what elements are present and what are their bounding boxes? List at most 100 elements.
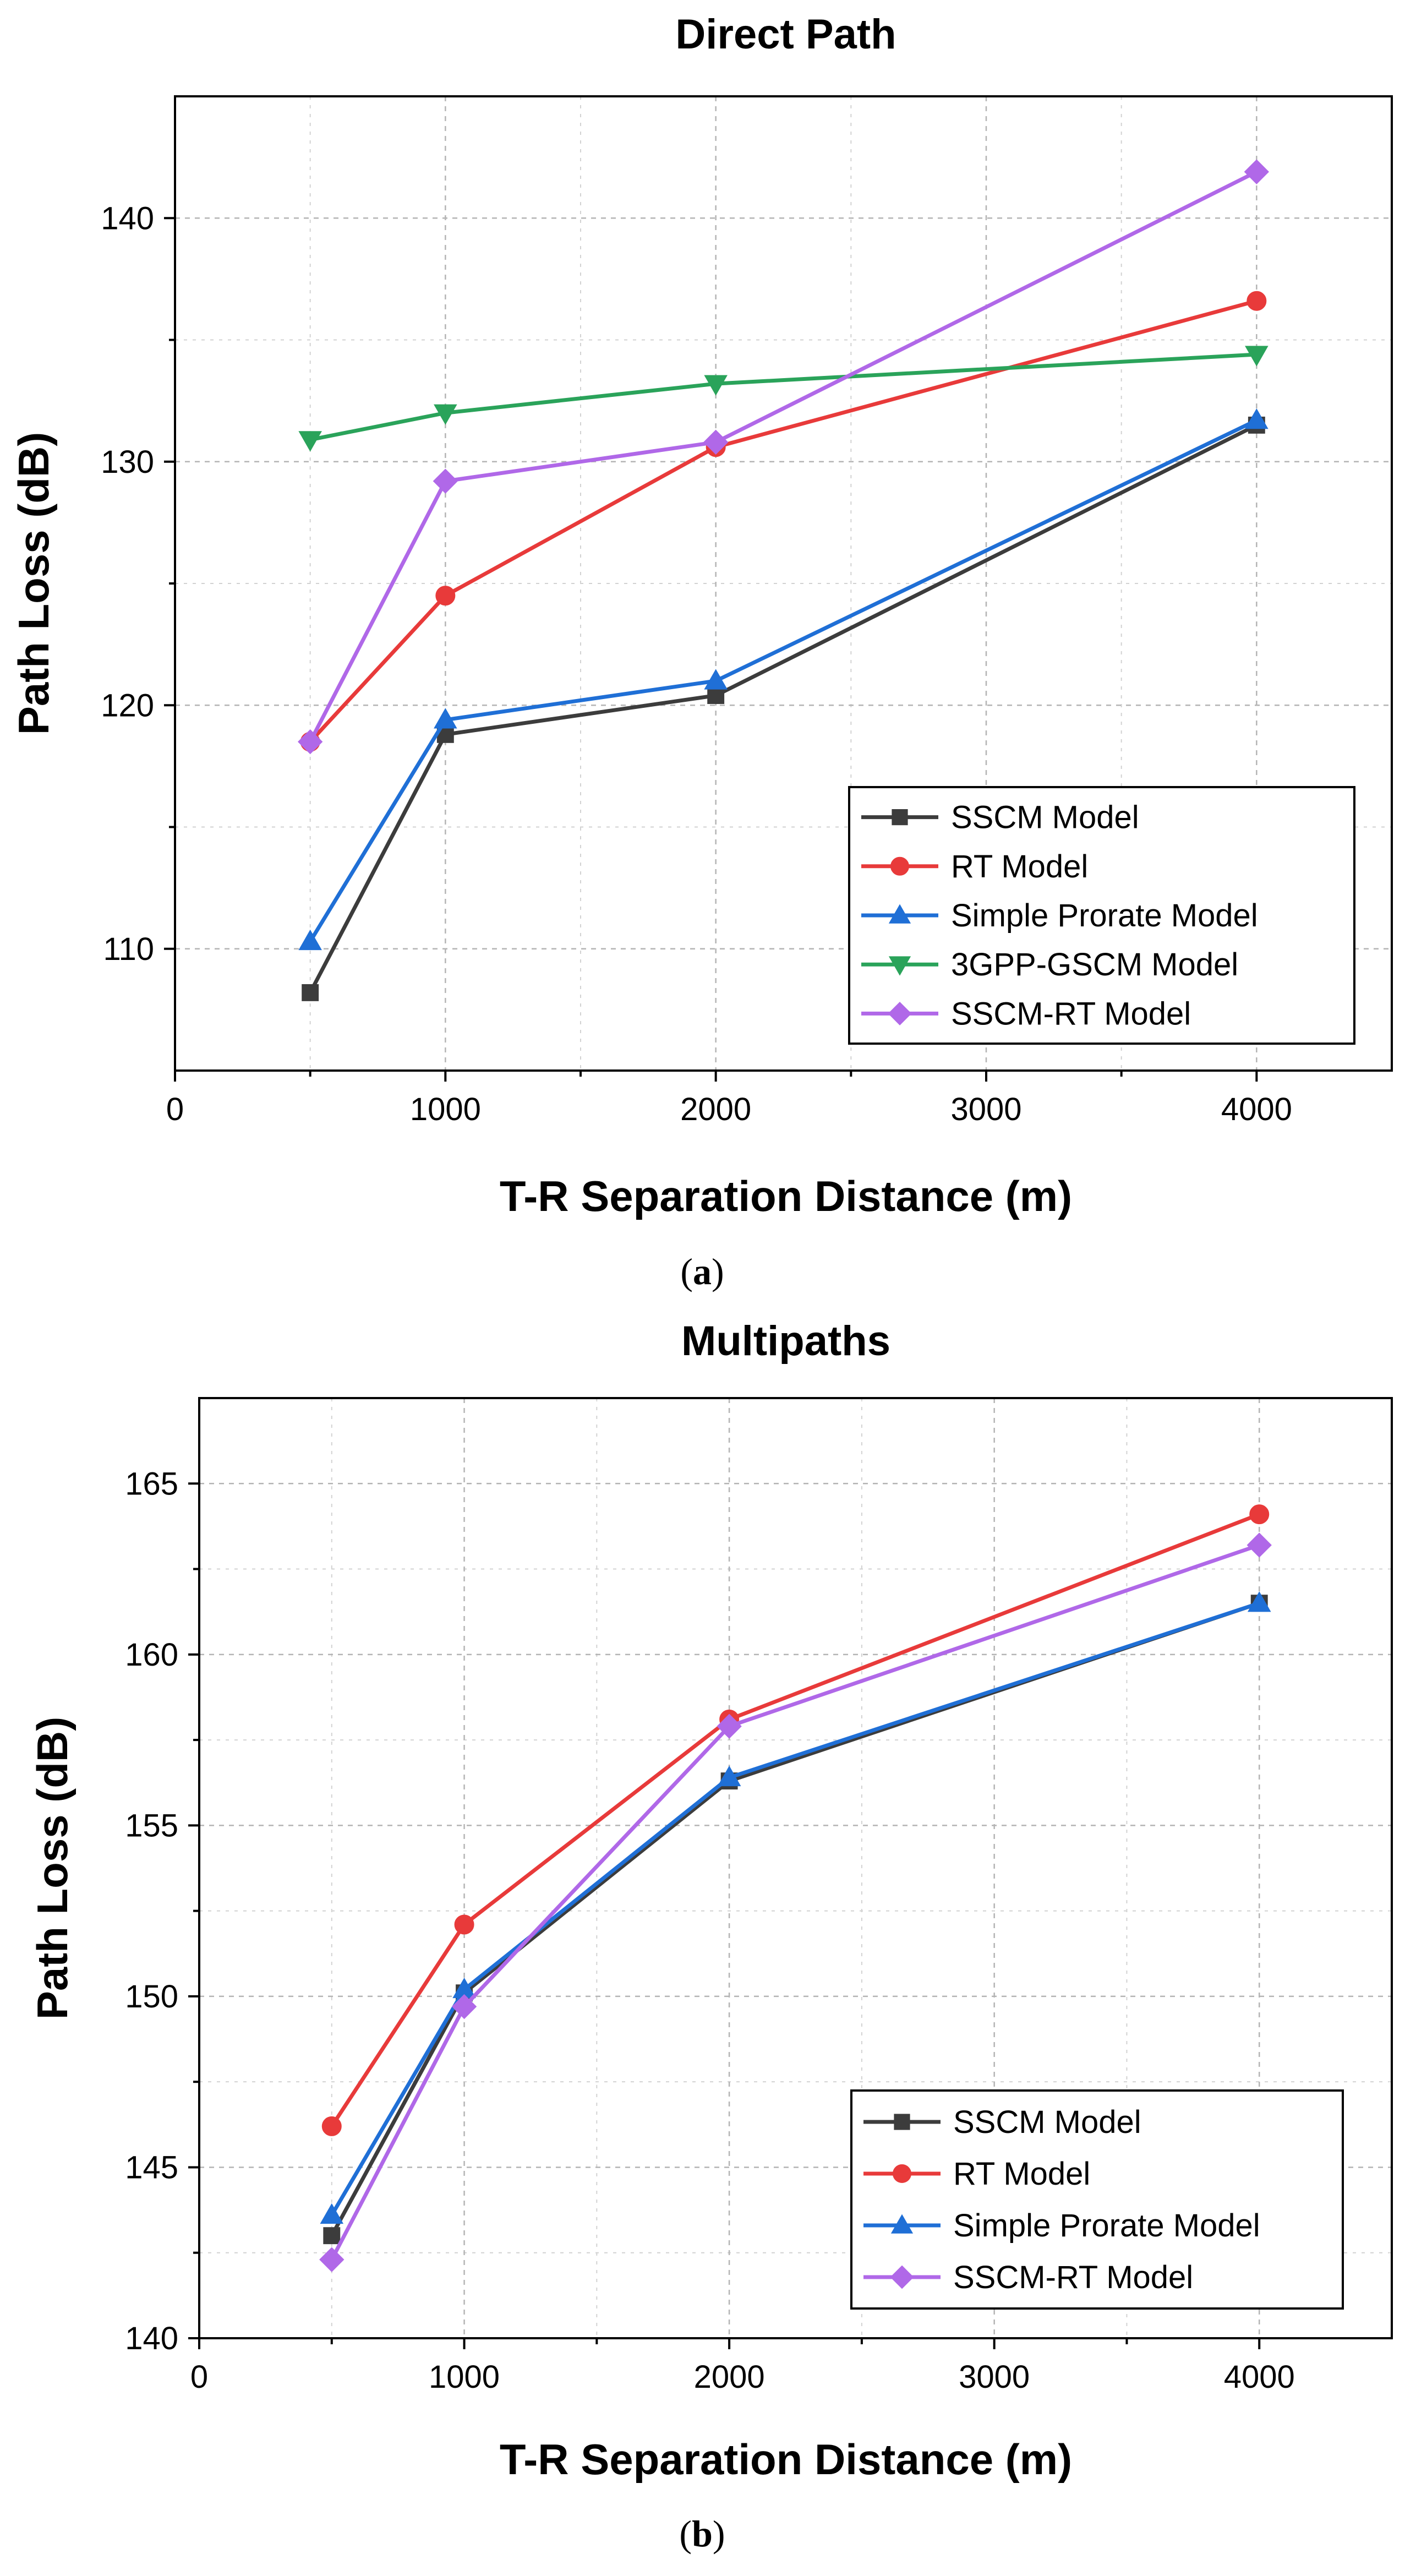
legend-item-simple-prorate-model: Simple Prorate Model (861, 898, 1258, 934)
series-line-3gpp-gscm-model (308, 352, 1259, 442)
legend-item-3gpp-gscm-model: 3GPP-GSCM Model (861, 947, 1238, 983)
y-tick-label: 160 (125, 1637, 178, 1673)
x-axis-label: T-R Separation Distance (m) (500, 2435, 1072, 2484)
legend-label: Simple Prorate Model (951, 898, 1258, 934)
series-simple-prorate-model (298, 408, 1269, 951)
y-tick-label: 140 (125, 2321, 178, 2356)
legend-label: SSCM Model (953, 2104, 1141, 2140)
series-line-simple-prorate-model (308, 418, 1259, 943)
x-tick-label: 4000 (1221, 1091, 1292, 1127)
y-axis-label: Path Loss (dB) (9, 432, 58, 735)
legend-item-sscm-model: SSCM Model (863, 2104, 1141, 2140)
x-tick-label: 2000 (694, 2359, 765, 2395)
legend-item-sscm-model: SSCM Model (861, 800, 1139, 836)
data-point-simple-prorate-model (1245, 408, 1269, 429)
caption: (a) (680, 1251, 724, 1292)
data-point-sscm-model (323, 2227, 341, 2245)
legend-swatch-marker (888, 956, 911, 976)
series-line-rt-model (330, 1512, 1261, 2129)
series-line-sscm-model (308, 423, 1259, 995)
chart-title: Multipaths (681, 1318, 890, 1365)
data-point-3gpp-gscm-model (704, 375, 728, 396)
data-point-3gpp-gscm-model (434, 404, 457, 425)
data-point-sscm-rt-model (433, 468, 458, 494)
series-line-sscm-rt-model (308, 170, 1259, 744)
data-point-simple-prorate-model (717, 1765, 741, 1787)
legend-label: Simple Prorate Model (953, 2208, 1260, 2244)
y-tick-label: 145 (125, 2149, 178, 2185)
x-tick-label: 0 (166, 1091, 184, 1127)
legend-label: 3GPP-GSCM Model (951, 947, 1238, 983)
data-point-simple-prorate-model (320, 2203, 344, 2224)
data-point-sscm-rt-model (319, 2247, 345, 2272)
y-tick-label: 140 (101, 200, 154, 236)
series-layer (298, 159, 1269, 1001)
series-sscm-rt-model (319, 1532, 1272, 2272)
axis-ticks: 0 1000 2000 3000 4000 110 120 130 140 (101, 200, 1292, 1127)
series-line-rt-model (308, 299, 1259, 744)
data-point-rt-model (1249, 1504, 1270, 1525)
legend-label: SSCM Model (951, 800, 1139, 836)
x-tick-label: 4000 (1224, 2359, 1295, 2395)
caption-letter: a (693, 1251, 712, 1292)
y-tick-label: 155 (125, 1808, 178, 1843)
legend: SSCM Model RT Model Simple Prorate Model 3G… (848, 786, 1355, 1045)
data-point-sscm-rt-model (703, 429, 729, 455)
y-tick-label: 150 (125, 1979, 178, 2015)
legend-label: SSCM-RT Model (951, 996, 1191, 1032)
panel-b-multipaths: Multipaths 0 1000 2000 3000 4000 140 145 150 155… (28, 1318, 1393, 2555)
legend-item-sscm-rt-model: SSCM-RT Model (863, 2260, 1193, 2295)
legend-item-sscm-rt-model: SSCM-RT Model (861, 996, 1191, 1032)
plot-frame (198, 1397, 1393, 2339)
data-point-3gpp-gscm-model (298, 431, 322, 452)
legend-item-simple-prorate-model: Simple Prorate Model (863, 2208, 1260, 2244)
legend-label: SSCM-RT Model (953, 2260, 1193, 2295)
data-point-rt-model (1247, 291, 1267, 311)
series-sscm-rt-model (298, 159, 1269, 755)
y-axis-label: Path Loss (dB) (28, 1717, 76, 2020)
data-point-sscm-rt-model (298, 729, 323, 755)
gridlines (175, 96, 1392, 1071)
chart-title: Direct Path (675, 11, 896, 58)
legend-item-rt-model: RT Model (861, 849, 1088, 885)
series-line-sscm-rt-model (330, 1543, 1261, 2262)
series-sscm-model (302, 416, 1265, 1001)
legend: SSCM Model RT Model Simple Prorate Model SS… (850, 2089, 1344, 2310)
legend-swatch-marker (894, 2114, 910, 2130)
y-tick-label: 130 (101, 444, 154, 480)
x-tick-label: 0 (190, 2359, 208, 2395)
legend-swatch-marker (890, 856, 909, 876)
y-tick-label: 120 (101, 687, 154, 723)
data-point-simple-prorate-model (704, 669, 728, 690)
series-line-simple-prorate-model (330, 1601, 1261, 2217)
series-simple-prorate-model (320, 1591, 1271, 2224)
legend-item-rt-model: RT Model (863, 2156, 1090, 2192)
legend-swatch-marker (892, 809, 908, 826)
data-point-rt-model (454, 1914, 474, 1935)
data-point-3gpp-gscm-model (1245, 346, 1269, 367)
x-axis-label: T-R Separation Distance (m) (500, 1172, 1072, 1220)
legend-swatch-marker (890, 2265, 914, 2289)
x-tick-label: 3000 (950, 1091, 1021, 1127)
x-tick-label: 2000 (680, 1091, 751, 1127)
x-tick-label: 1000 (429, 2359, 500, 2395)
caption: (b) (679, 2513, 725, 2555)
legend-swatch-marker (888, 1001, 912, 1025)
data-point-rt-model (321, 2116, 342, 2136)
x-tick-label: 1000 (410, 1091, 481, 1127)
data-point-sscm-model (302, 984, 319, 1001)
legend-swatch-marker (893, 2164, 911, 2183)
legend-label: RT Model (953, 2156, 1090, 2192)
panel-a-direct-path: Direct Path 0 1000 2000 3000 4000 110 120 130 14… (9, 11, 1393, 1292)
series-layer (319, 1504, 1272, 2272)
x-tick-label: 3000 (959, 2359, 1030, 2395)
data-point-simple-prorate-model (298, 929, 322, 951)
caption-letter: b (692, 2513, 713, 2555)
legend-box (850, 2089, 1344, 2310)
data-point-simple-prorate-model (434, 708, 457, 729)
data-point-sscm-rt-model (717, 1713, 742, 1739)
axis-ticks: 0 1000 2000 3000 4000 140 145 150 155 160 165 (125, 1466, 1295, 2395)
data-point-sscm-rt-model (451, 1994, 477, 2020)
legend-swatch-marker (888, 904, 911, 924)
